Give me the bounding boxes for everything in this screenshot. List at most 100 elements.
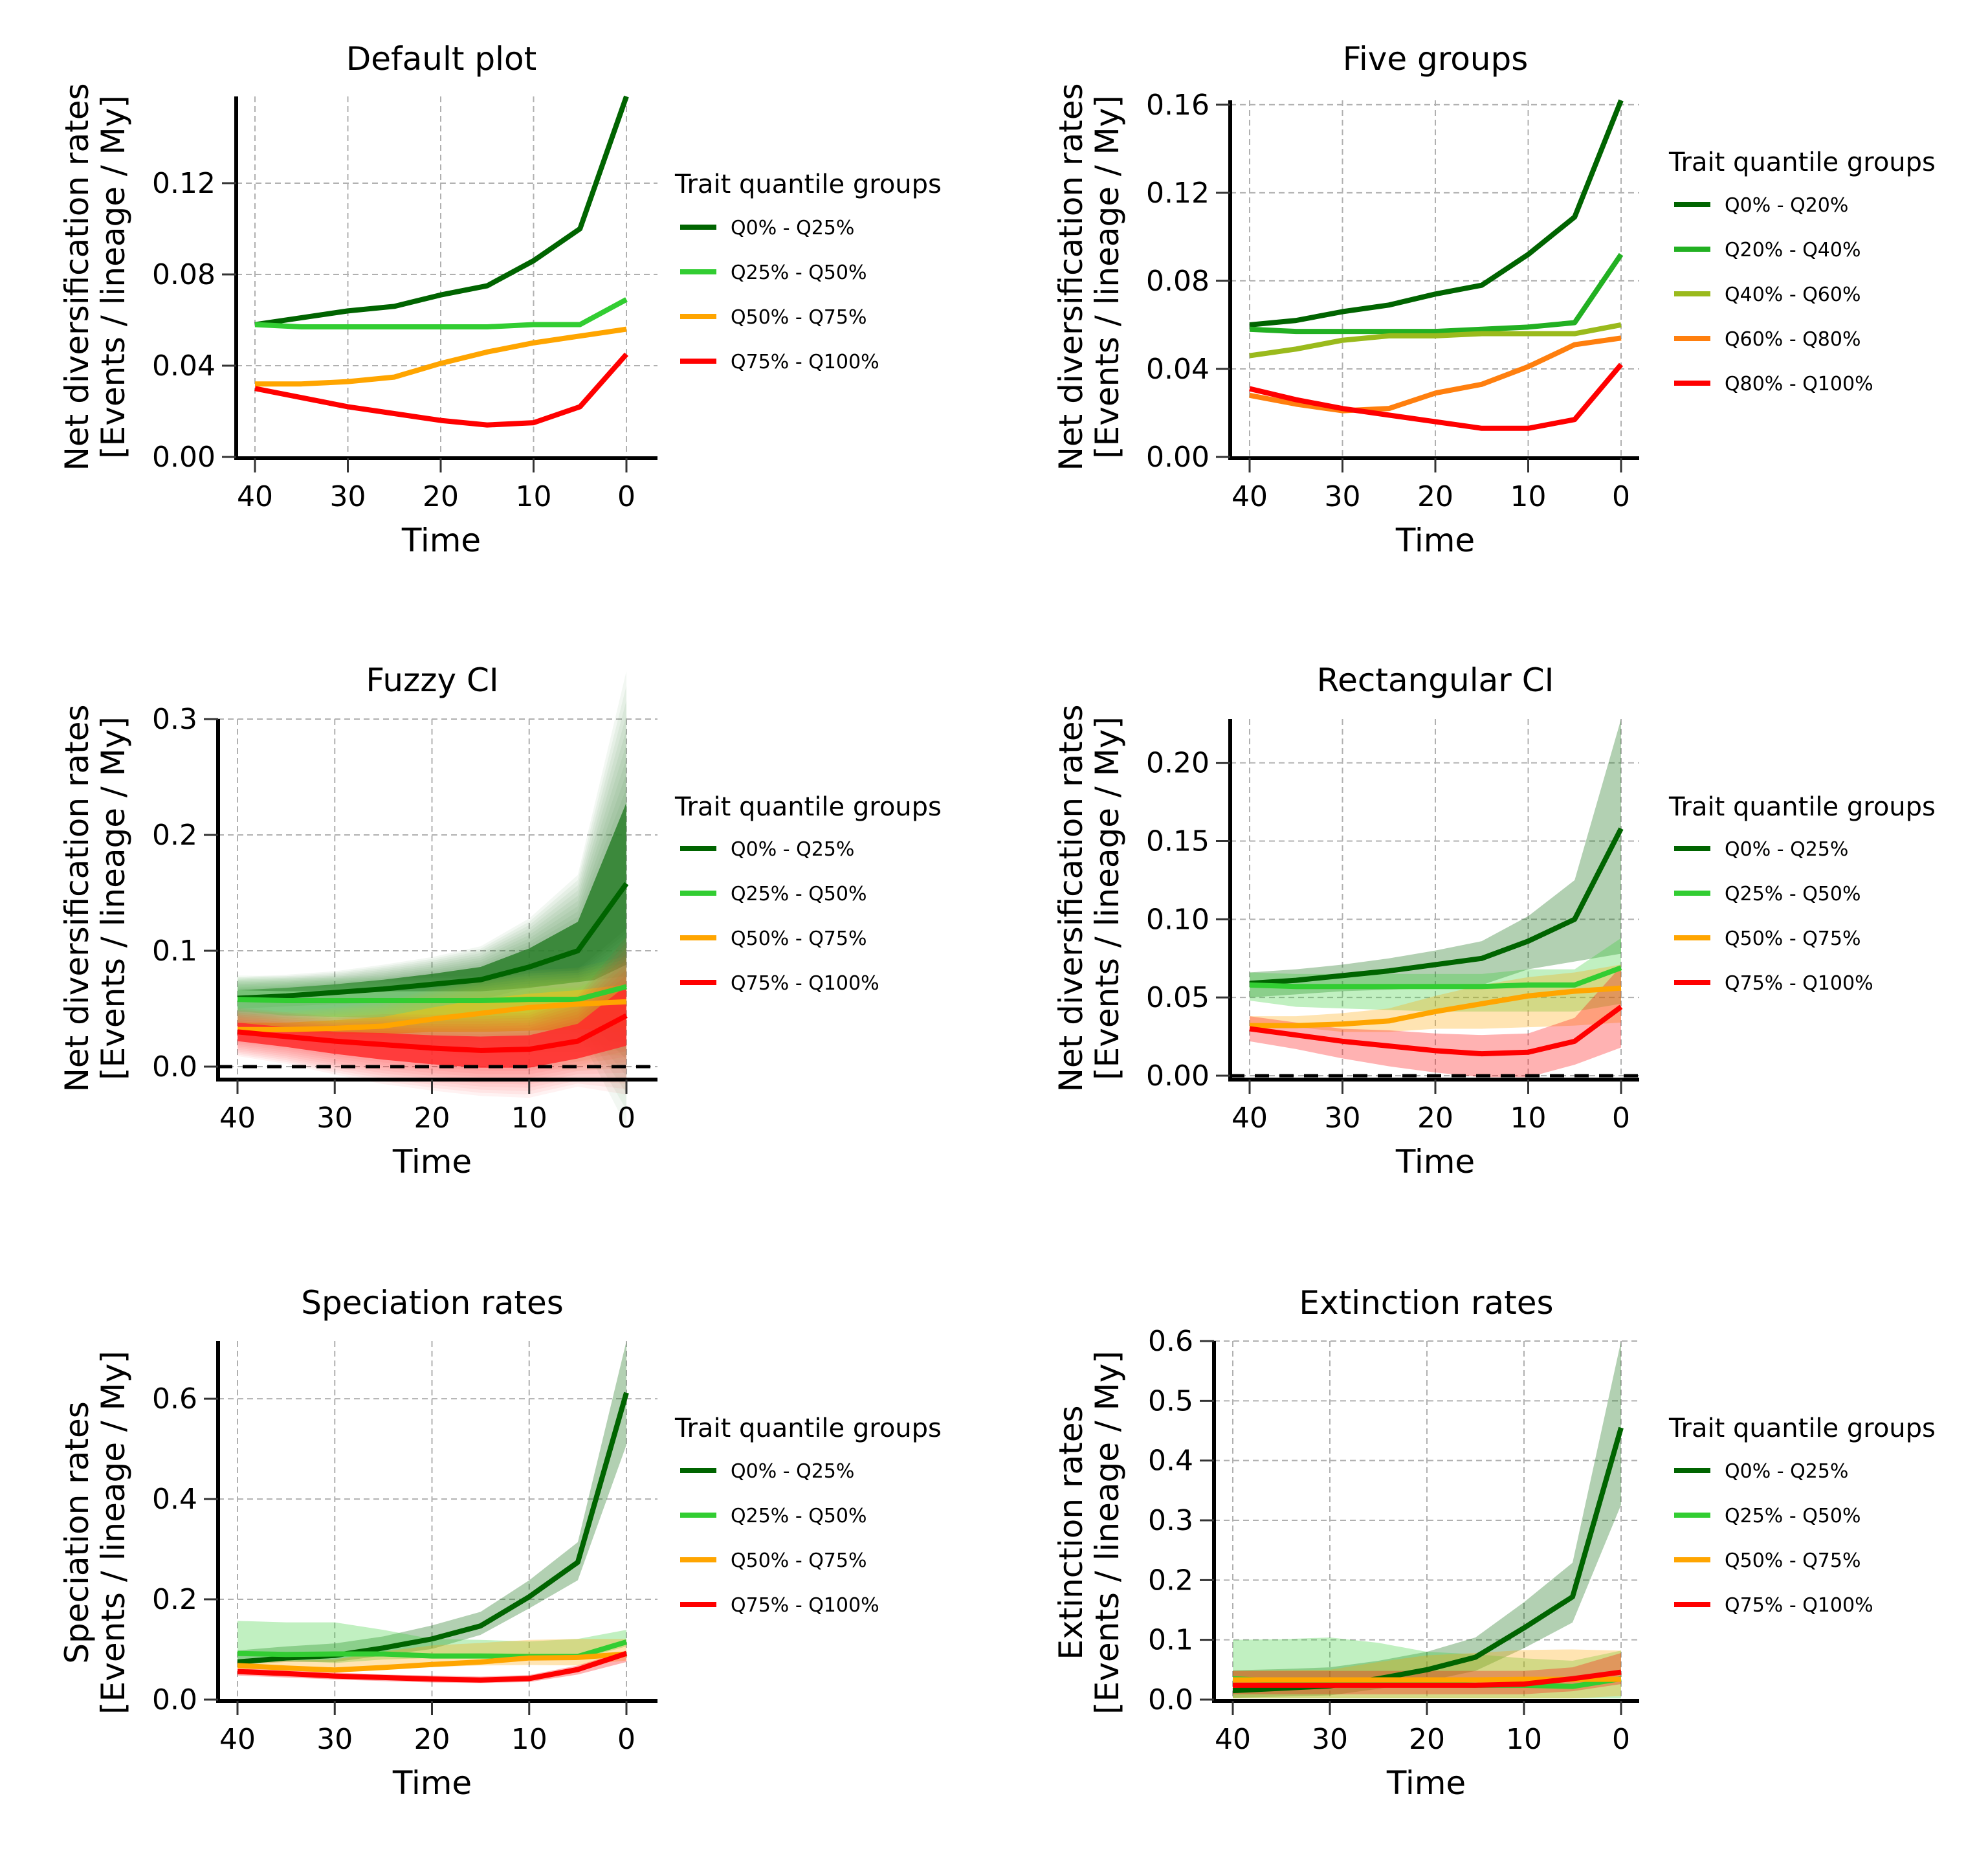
y-axis-label-line2: [Events / lineage / My] [1088,716,1126,1080]
y-axis-label-line1: Net diversification rates [58,83,96,471]
x-tick-label: 10 [511,1723,547,1756]
ci-band-0 [237,1341,626,1665]
y-axis-label-line2: [Events / lineage / My] [94,716,132,1080]
y-tick-label: 0.04 [152,350,215,383]
legend-label: Q75% - Q100% [731,1594,879,1617]
y-tick-label: 0.1 [152,935,197,968]
legend-item: Q60% - Q80% [1674,328,1861,351]
legend-item: Q0% - Q25% [1674,838,1848,861]
legend-label: Q25% - Q50% [1725,883,1861,905]
series-line-2 [237,1651,627,1673]
legend-label: Q0% - Q25% [731,1460,854,1483]
legend-label: Q75% - Q100% [1725,1594,1873,1617]
plot-area [1214,1340,1639,1700]
x-tick-label: 0 [617,1102,635,1135]
legend-item: Q50% - Q75% [680,927,867,950]
legend-item: Q50% - Q75% [680,306,867,329]
x-tick-label: 40 [219,1723,256,1756]
legend-label: Q75% - Q100% [731,972,879,995]
y-tick-label: 0.6 [1148,1325,1193,1358]
series-lines [237,1392,629,1683]
legend: Q0% - Q25% Q25% - Q50% Q50% - Q75% Q75% - Q… [1674,838,1873,995]
series-line-2 [1250,985,1622,1028]
x-tick-label: 20 [1417,1102,1453,1135]
y-tick-label: 0.6 [152,1382,197,1415]
y-tick-label: 0.20 [1146,747,1209,780]
x-axis-label: Time [401,522,481,559]
series-line-3 [237,1013,628,1053]
panel-title: Extinction rates [1299,1284,1553,1322]
grid [1230,719,1639,1077]
legend: Q0% - Q20% Q20% - Q40% Q40% - Q60% Q60% - Q… [1674,194,1873,395]
y-axis-label-line1: Net diversification rates [1052,704,1090,1092]
x-tick-label: 0 [617,480,635,513]
legend-item: Q25% - Q50% [1674,883,1861,905]
panel-fuzzy-ci: Fuzzy CI Net diversification rates [Even… [58,661,942,1181]
legend-item: Q50% - Q75% [680,1549,867,1572]
legend-item: Q0% - Q20% [1674,194,1848,217]
legend-label: Q50% - Q75% [731,1549,867,1572]
y-tick-label: 0.1 [1148,1624,1193,1657]
panel-rectangular-ci: Rectangular CI Net diversification rates… [1052,661,1936,1181]
series-line-0 [254,95,629,327]
plot-area [1230,99,1639,458]
legend-label: Q75% - Q100% [731,351,879,373]
panel-five-groups: Five groups Net diversification rates [E… [1052,40,1936,559]
x-tick-label: 30 [1325,1102,1361,1135]
legend-item: Q0% - Q25% [680,838,854,861]
y-axis-label-line1: Net diversification rates [1052,83,1090,471]
x-tick-label: 40 [219,1102,256,1135]
x-tick-label: 30 [1325,480,1361,513]
x-tick-label: 0 [1612,1723,1630,1756]
grid [218,718,657,1077]
x-tick-label: 10 [1510,1102,1547,1135]
legend-label: Q0% - Q20% [1725,194,1848,217]
legend-item: Q75% - Q100% [1674,1594,1873,1617]
y-tick-label: 0.04 [1146,353,1209,386]
panel-speciation-rates: Speciation rates Speciation rates [Event… [58,1284,942,1802]
x-axis-label: Time [392,1764,472,1802]
series-lines [1249,99,1624,431]
series-lines [1249,827,1624,1057]
y-tick-label: 0.2 [152,819,197,852]
y-axis-label-line2: [Events / lineage / My] [94,1351,132,1714]
legend-item: Q25% - Q50% [680,883,867,905]
legend-item: Q75% - Q100% [680,1594,879,1617]
x-tick-label: 40 [1231,480,1268,513]
x-tick-label: 40 [1231,1102,1268,1135]
series-line-2 [255,326,627,387]
legend-item: Q50% - Q75% [1674,1549,1861,1572]
legend-item: Q20% - Q40% [1674,239,1861,261]
legend-label: Q0% - Q25% [1725,1460,1848,1483]
legend-label: Q50% - Q75% [731,306,867,329]
y-tick-label: 0.08 [152,258,215,291]
ci-band-0 [1233,1341,1621,1698]
series-line-3 [254,352,628,428]
series-line-1 [237,984,628,1003]
legend-item: Q0% - Q25% [680,217,854,239]
panel-title: Rectangular CI [1317,661,1554,699]
panel-title: Speciation rates [301,1284,564,1322]
y-tick-label: 0.4 [1148,1445,1193,1478]
plot-area [218,1341,657,1700]
plot-area [1230,719,1639,1078]
legend-label: Q0% - Q25% [731,217,854,239]
series-line-3 [1249,335,1622,414]
legend-title: Trait quantile groups [1668,792,1936,822]
x-axis-label: Time [1386,1764,1466,1802]
series-line-1 [1249,965,1622,990]
ci-band-0 [1250,719,1621,998]
legend-label: Q25% - Q50% [731,261,867,284]
legend-label: Q20% - Q40% [1725,239,1861,261]
panel-title: Default plot [346,40,536,78]
legend-label: Q25% - Q50% [1725,1505,1861,1527]
ci-band-3 [1250,966,1621,1078]
series-line-0 [237,882,629,1001]
legend: Q0% - Q25% Q25% - Q50% Q50% - Q75% Q75% - Q… [680,217,879,373]
series-line-3 [1249,1004,1623,1057]
legend-item: Q25% - Q50% [1674,1505,1861,1527]
x-tick-label: 0 [1612,1102,1630,1135]
legend-label: Q25% - Q50% [731,883,867,905]
